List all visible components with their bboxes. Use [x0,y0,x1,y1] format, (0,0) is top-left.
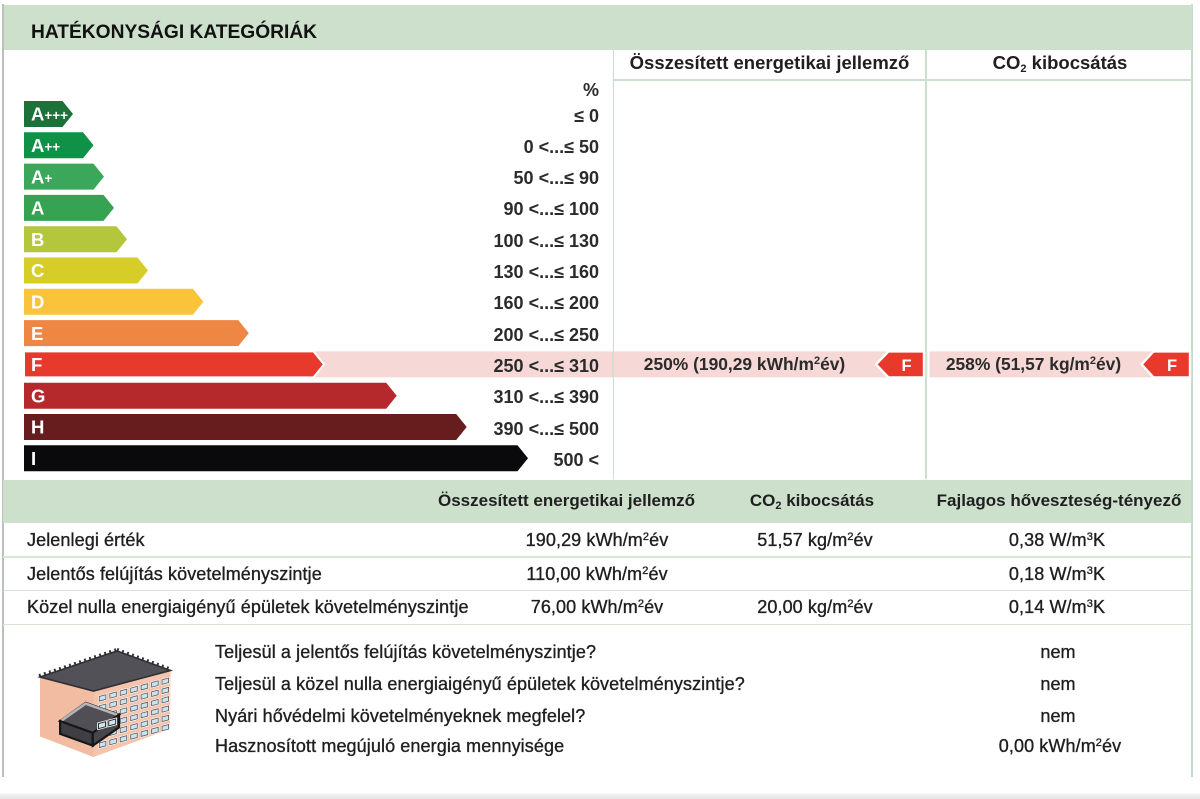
svg-text:G: G [31,385,45,406]
svg-text:A+++: A+++ [31,104,68,125]
svg-text:A: A [31,198,44,219]
svg-text:H: H [31,417,44,438]
svg-text:A++: A++ [31,135,60,156]
svg-text:A+: A+ [31,166,52,187]
svg-text:B: B [31,229,44,250]
svg-text:E: E [31,323,43,344]
svg-text:D: D [31,292,44,313]
svg-text:F: F [901,357,911,375]
svg-text:C: C [31,260,44,281]
svg-text:F: F [31,354,42,375]
svg-text:F: F [1167,357,1177,375]
svg-text:I: I [31,448,36,469]
